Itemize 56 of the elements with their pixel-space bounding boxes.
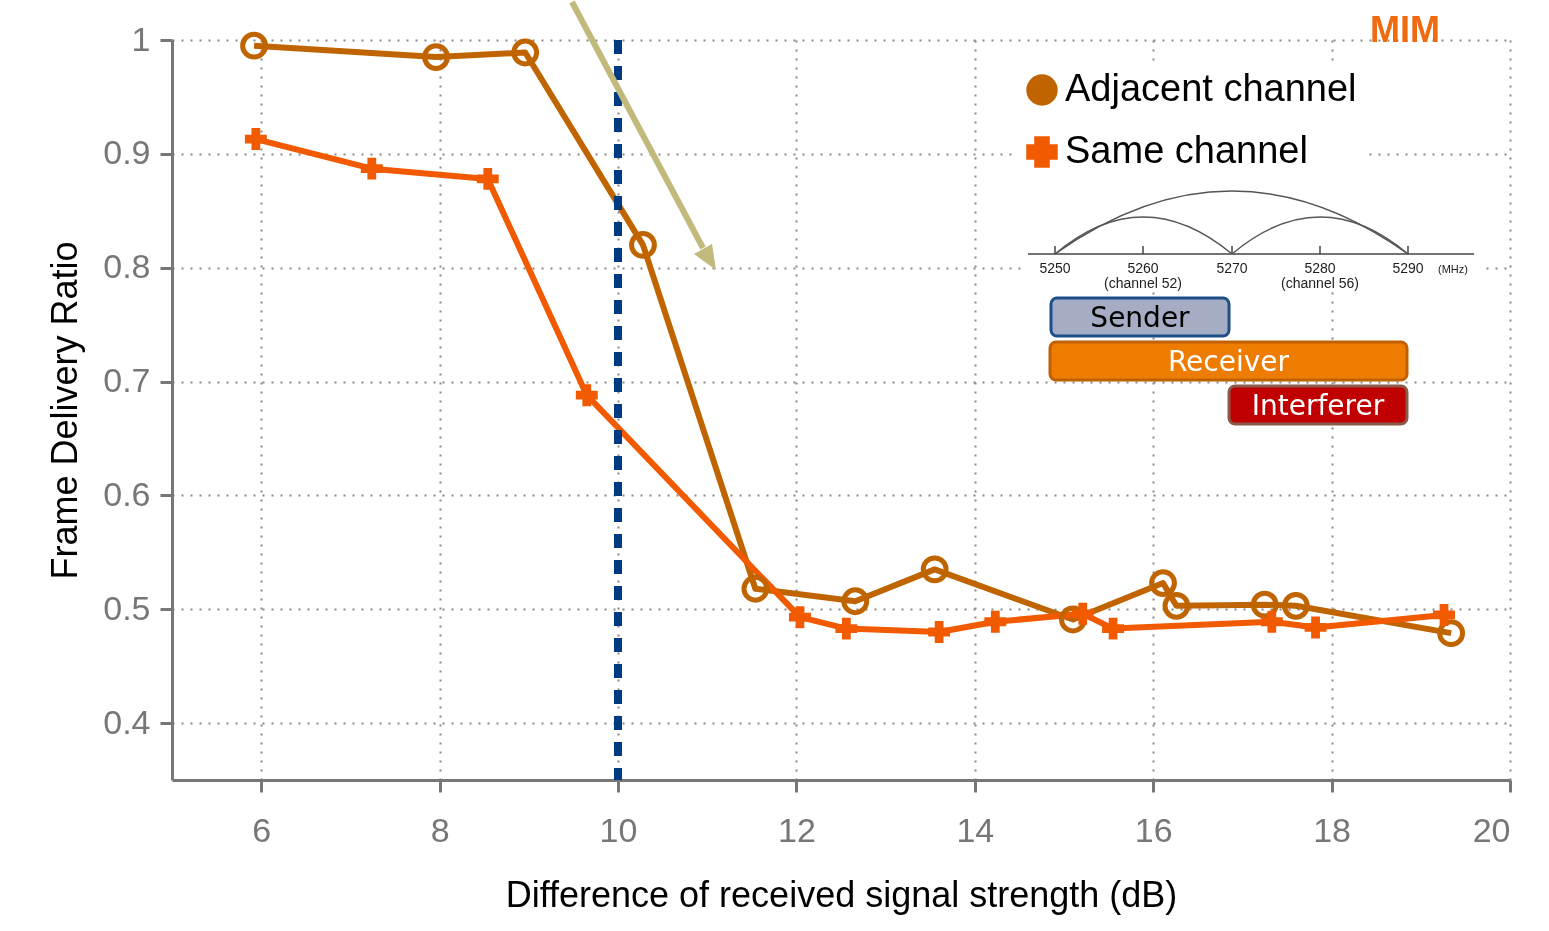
y-tick-label: 1 — [131, 19, 151, 58]
point — [1250, 590, 1279, 619]
x-tick-label: 12 — [777, 810, 816, 849]
point — [240, 31, 268, 60]
point — [920, 555, 949, 584]
point — [928, 621, 951, 643]
point — [360, 157, 383, 180]
x-tick-label: 14 — [956, 810, 995, 849]
x-tick-label: 16 — [1134, 810, 1173, 849]
annotation: (channel 52) — [1104, 275, 1182, 291]
x-tick-label: 10 — [599, 810, 638, 849]
point — [789, 606, 811, 629]
point — [476, 167, 499, 190]
point — [835, 617, 858, 640]
y-tick-label: 0.6 — [103, 474, 151, 513]
point — [741, 574, 770, 603]
y-tick-label: 0.7 — [103, 361, 151, 400]
annotation: MIM — [1370, 9, 1440, 50]
legend-label: Same channel — [1065, 129, 1308, 171]
point — [1433, 603, 1455, 626]
point — [1102, 617, 1125, 640]
x-axis-title: Difference of received signal strength (dB) — [505, 873, 1178, 915]
legend-label: Adjacent channel — [1065, 67, 1357, 109]
annotation: (MHz) — [1438, 263, 1468, 275]
point — [244, 128, 267, 150]
point — [1162, 591, 1191, 620]
point — [575, 384, 598, 407]
point — [1282, 591, 1310, 620]
x-tick-label: 6 — [252, 810, 272, 849]
point — [629, 231, 657, 259]
y-tick-label: 0.5 — [103, 588, 151, 627]
annotation: 5250 — [1039, 260, 1071, 276]
point — [984, 610, 1007, 633]
point — [1149, 569, 1177, 597]
annotation: 5270 — [1216, 260, 1248, 276]
y-axis-title: Frame Delivery Ratio — [44, 241, 86, 580]
x-tick-label: 8 — [430, 810, 450, 849]
point — [511, 38, 540, 67]
annotation: 5280 — [1304, 260, 1336, 276]
x-tick-label: 20 — [1472, 810, 1511, 849]
point — [1260, 610, 1283, 633]
annotation: (channel 56) — [1281, 275, 1359, 291]
y-tick-label: 0.4 — [103, 702, 151, 741]
annotation: Interferer — [1251, 389, 1385, 422]
point — [1059, 605, 1087, 634]
y-tick-label: 0.8 — [103, 247, 151, 286]
y-tick-label: 0.9 — [103, 133, 151, 172]
point — [422, 43, 450, 71]
annotation: 5260 — [1127, 260, 1159, 276]
annotation: 5290 — [1392, 260, 1424, 276]
x-tick-label: 18 — [1313, 810, 1352, 849]
point — [841, 587, 870, 616]
annotation: Sender — [1090, 301, 1191, 334]
annotation: Receiver — [1167, 345, 1290, 378]
point — [1304, 616, 1327, 639]
point — [1437, 619, 1466, 648]
